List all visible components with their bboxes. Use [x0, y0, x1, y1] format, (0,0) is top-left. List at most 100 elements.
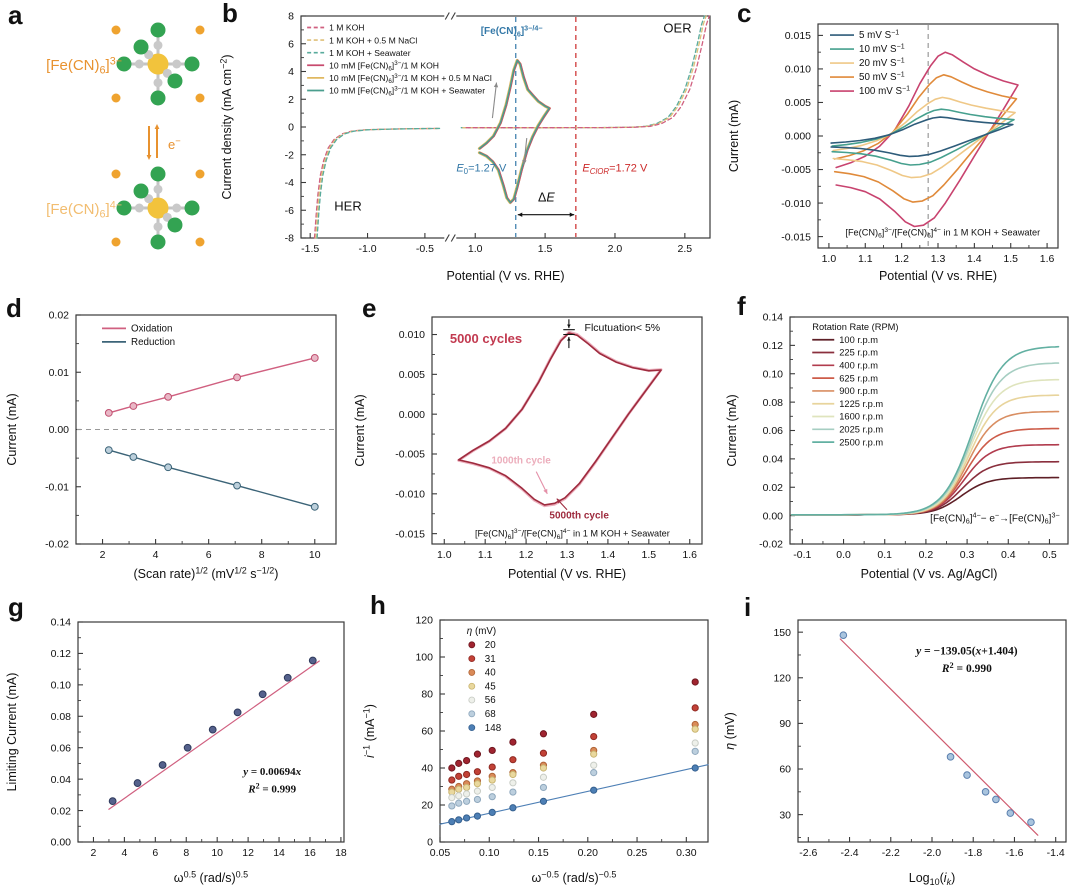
svg-text:2: 2 [100, 549, 106, 561]
svg-text:90: 90 [779, 718, 791, 730]
svg-text:100 mV S−1: 100 mV S−1 [859, 86, 910, 98]
svg-text:0.10: 0.10 [479, 847, 500, 859]
svg-text:Flcutuation< 5%: Flcutuation< 5% [585, 322, 661, 334]
panel-b-chart: -1.5 -1.0 -0.5 1.0 1.5 2.0 2.5 -8 -6 -4 -2 0 2 4 6 8 Pot… [218, 11, 711, 283]
svg-text:-0.5: -0.5 [416, 243, 434, 255]
svg-text:0.04: 0.04 [51, 774, 72, 786]
panel-i-chart: -2.6 -2.4 -2.2 -2.0 -1.8 -1.6 -1.4 30 60 90 120 150… [723, 619, 1067, 887]
svg-text:0.30: 0.30 [676, 847, 697, 859]
svg-text:6: 6 [206, 549, 212, 561]
svg-text:-8: -8 [285, 233, 294, 245]
svg-text:-0.010: -0.010 [781, 198, 811, 210]
svg-text:1.2: 1.2 [519, 549, 534, 561]
svg-text:0.02: 0.02 [51, 805, 72, 817]
svg-text:900 r.p.m: 900 r.p.m [839, 386, 878, 396]
svg-text:[Fe(CN)6]4−: [Fe(CN)6]4− [46, 199, 122, 220]
svg-text:80: 80 [421, 689, 433, 701]
svg-text:-0.010: -0.010 [395, 489, 425, 501]
svg-text:68: 68 [485, 709, 496, 720]
svg-text:2500 r.p.m: 2500 r.p.m [839, 437, 883, 447]
svg-text:0.005: 0.005 [399, 369, 425, 381]
svg-text:-2.2: -2.2 [882, 847, 900, 859]
svg-text:0.1: 0.1 [877, 549, 892, 561]
svg-text:0.3: 0.3 [960, 549, 975, 561]
svg-text:-4: -4 [285, 177, 294, 189]
svg-text:0.02: 0.02 [49, 310, 70, 322]
panel-letter-d: d [6, 293, 22, 323]
svg-text:20 mV S−1: 20 mV S−1 [859, 58, 905, 70]
svg-text:2: 2 [288, 94, 294, 106]
svg-text:0.25: 0.25 [627, 847, 648, 859]
svg-text:0.015: 0.015 [785, 30, 811, 42]
panel-d: d 2 4 6 8 10 -0.02 -0.01 0.00 0.01 0.02 (Scan rate… [0, 293, 348, 590]
svg-text:Log10(ik): Log10(ik) [909, 871, 956, 887]
svg-text:0.05: 0.05 [430, 847, 451, 859]
svg-text:56: 56 [485, 695, 496, 706]
svg-text:30: 30 [779, 809, 791, 821]
svg-text:η (mV): η (mV) [723, 712, 737, 750]
svg-text:0: 0 [427, 837, 433, 849]
panel-e: e 1.0 1.1 1.2 1.3 1.4 1.5 1.6 0.010 0.005 0.000 -0… [348, 293, 720, 590]
svg-text:-1.4: -1.4 [1047, 847, 1065, 859]
svg-text:-2.4: -2.4 [840, 847, 858, 859]
svg-text:[Fe(CN)6]3−/[Fe(CN)6]4− in 1 M: [Fe(CN)6]3−/[Fe(CN)6]4− in 1 M KOH + Sea… [845, 227, 1040, 240]
svg-text:EClOR=1.72 V: EClOR=1.72 V [582, 162, 648, 175]
panel-letter-b: b [222, 0, 238, 28]
svg-text:Potential (V vs. RHE): Potential (V vs. RHE) [879, 269, 997, 283]
svg-text:ω−0.5 (rad/s)−0.5: ω−0.5 (rad/s)−0.5 [532, 869, 617, 885]
svg-text:-0.005: -0.005 [395, 449, 425, 461]
svg-text:η (mV): η (mV) [467, 626, 496, 637]
svg-text:0.00: 0.00 [49, 424, 70, 436]
svg-text:0.02: 0.02 [763, 482, 784, 494]
panel-c-chart: 1.0 1.1 1.2 1.3 1.4 1.5 1.6 0.015 0.010 0.005 0.00… [727, 23, 1059, 283]
svg-text:1.0: 1.0 [437, 549, 452, 561]
svg-text:0.06: 0.06 [51, 742, 72, 754]
svg-text:0.010: 0.010 [399, 329, 425, 341]
svg-text:1.3: 1.3 [931, 253, 946, 265]
panel-letter-f: f [737, 291, 746, 321]
svg-text:10 mM [Fe(CN)6]3−/1 M KOH: 10 mM [Fe(CN)6]3−/1 M KOH [329, 60, 439, 72]
panel-a: a [Fe(CN)6]3− [Fe(CN)6]4− e− [0, 0, 215, 292]
svg-text:Current density (mA cm−2): Current density (mA cm−2) [218, 54, 234, 199]
svg-text:2.0: 2.0 [608, 243, 623, 255]
svg-text:-1.0: -1.0 [358, 243, 376, 255]
svg-text:1.3: 1.3 [560, 549, 575, 561]
svg-text:HER: HER [334, 198, 361, 213]
svg-text:(Scan rate)1/2 (mV1/2 s−1/2): (Scan rate)1/2 (mV1/2 s−1/2) [134, 565, 279, 581]
svg-text:0.005: 0.005 [785, 97, 811, 109]
svg-text:2: 2 [91, 847, 97, 859]
panel-letter-i: i [744, 592, 752, 622]
svg-text:0.00: 0.00 [51, 837, 72, 849]
svg-text:[Fe(CN)6]3−/4−: [Fe(CN)6]3−/4− [481, 23, 543, 38]
svg-text:0.12: 0.12 [763, 340, 784, 352]
svg-text:0.08: 0.08 [763, 397, 784, 409]
svg-text:625 r.p.m: 625 r.p.m [839, 373, 878, 383]
svg-text:0.04: 0.04 [763, 454, 784, 466]
svg-text:-2.6: -2.6 [799, 847, 817, 859]
svg-text:14: 14 [273, 847, 285, 859]
panel-a-diagram: [Fe(CN)6]3− [Fe(CN)6]4− e− [46, 22, 205, 250]
svg-text:0.01: 0.01 [49, 367, 70, 379]
svg-text:[Fe(CN)6]3−: [Fe(CN)6]3− [46, 55, 122, 76]
panel-g: g 2 4 6 8 10 12 14 16 18 0.00 0.02 0.04 0.06 0.08 0.10… [0, 590, 358, 894]
svg-text:1.4: 1.4 [601, 549, 616, 561]
svg-text:4: 4 [121, 847, 127, 859]
svg-text:1.5: 1.5 [538, 243, 553, 255]
svg-text:2025 r.p.m: 2025 r.p.m [839, 425, 883, 435]
svg-text:Potential (V vs. RHE): Potential (V vs. RHE) [508, 567, 626, 581]
svg-text:Current (mA): Current (mA) [725, 394, 739, 466]
svg-text:i−1 (mA−1): i−1 (mA−1) [361, 704, 377, 758]
svg-text:-2.0: -2.0 [923, 847, 941, 859]
panel-c: c 1.0 1.1 1.2 1.3 1.4 1.5 1.6 0.015 0.010 0.005 0.… [722, 0, 1080, 292]
svg-text:Current (mA): Current (mA) [5, 393, 19, 465]
svg-text:100 r.p.m: 100 r.p.m [839, 335, 878, 345]
svg-text:20: 20 [421, 800, 433, 812]
svg-text:0.15: 0.15 [528, 847, 549, 859]
svg-text:20: 20 [485, 640, 496, 651]
svg-text:1.1: 1.1 [478, 549, 493, 561]
svg-text:60: 60 [779, 764, 791, 776]
svg-text:1 M KOH: 1 M KOH [329, 23, 364, 33]
svg-text:1225 r.p.m: 1225 r.p.m [839, 399, 883, 409]
svg-text:ΔE: ΔE [538, 190, 555, 204]
panel-letter-h: h [370, 590, 386, 620]
